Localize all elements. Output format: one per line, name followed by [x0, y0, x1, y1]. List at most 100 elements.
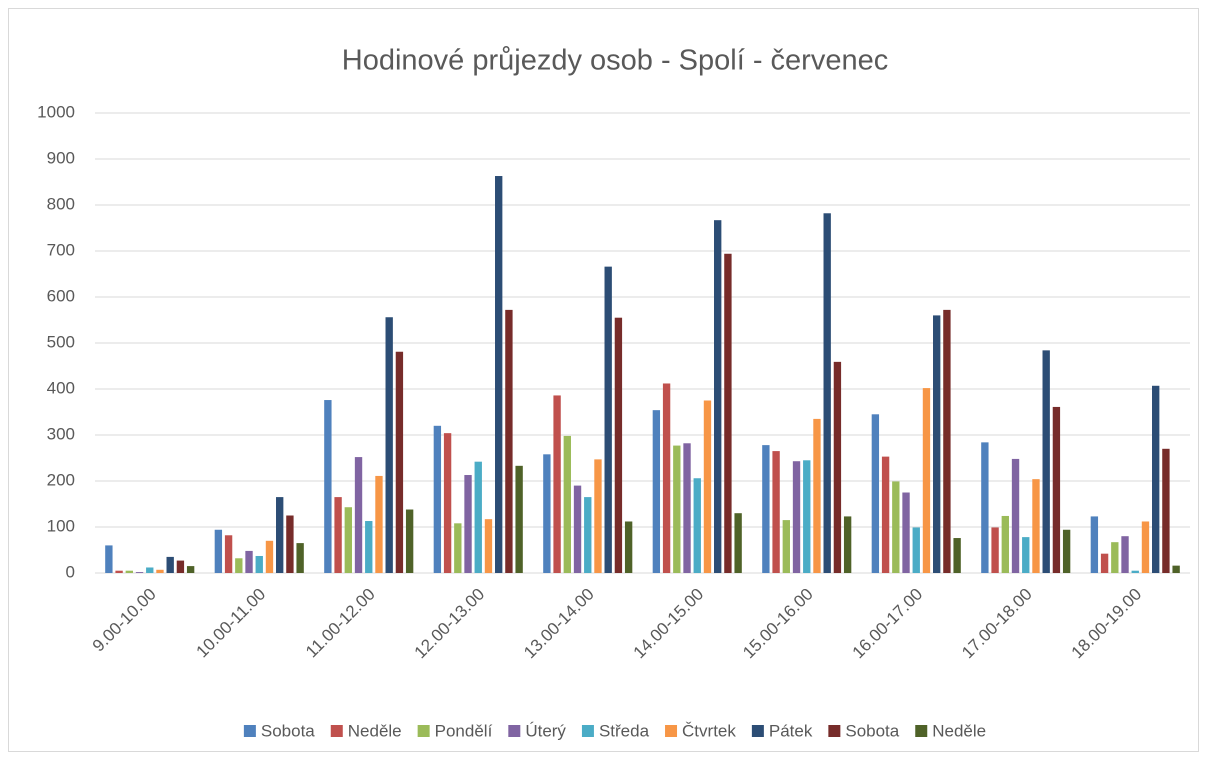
bar — [823, 213, 831, 573]
bar — [255, 555, 263, 573]
bar — [892, 481, 900, 573]
bar — [553, 395, 561, 573]
bar — [563, 435, 571, 573]
bar — [1172, 565, 1180, 573]
y-tick-label: 800 — [47, 194, 75, 213]
legend-label: Pátek — [769, 721, 813, 740]
bar — [125, 570, 133, 573]
bar — [224, 535, 233, 573]
y-tick-label: 900 — [47, 148, 75, 167]
bar — [286, 515, 294, 573]
legend-label: Sobota — [261, 721, 315, 740]
legend-label: Neděle — [932, 721, 986, 740]
bar — [933, 315, 941, 573]
bar — [464, 475, 472, 573]
bar — [1131, 570, 1139, 573]
bar — [912, 527, 920, 573]
bar — [703, 400, 712, 573]
bar — [624, 521, 633, 573]
bar — [176, 560, 185, 573]
bar — [1100, 553, 1109, 573]
bar — [782, 520, 790, 573]
bar — [813, 418, 821, 573]
bar — [991, 527, 999, 573]
bar — [1042, 350, 1050, 573]
chart-border — [8, 8, 1199, 752]
bar — [443, 433, 452, 573]
bar — [276, 497, 284, 573]
bar — [594, 459, 602, 573]
bar — [1141, 521, 1150, 573]
y-tick-label: 500 — [47, 332, 75, 351]
bar — [714, 220, 722, 573]
bar — [385, 317, 393, 573]
bar — [166, 556, 174, 573]
legend-swatch — [417, 725, 430, 737]
legend-label: Sobota — [845, 721, 899, 740]
legend-label: Čtvrtek — [682, 721, 736, 740]
bar — [803, 460, 811, 573]
bar — [833, 361, 842, 573]
bar — [245, 550, 253, 573]
chart-title: Hodinové průjezdy osob - Spolí - červene… — [342, 45, 888, 77]
bar — [734, 513, 742, 573]
bar — [484, 519, 493, 573]
y-tick-label: 400 — [47, 378, 75, 397]
y-tick-label: 0 — [66, 562, 75, 581]
bar — [105, 545, 113, 573]
bar — [505, 309, 513, 573]
legend-label: Středa — [599, 721, 650, 740]
bar — [324, 400, 332, 573]
legend-label: Úterý — [525, 721, 566, 740]
y-tick-label: 700 — [47, 240, 75, 259]
bar — [433, 425, 442, 573]
bar — [146, 567, 154, 573]
legend-swatch — [828, 725, 841, 737]
bar — [662, 383, 671, 573]
bar — [1090, 516, 1099, 573]
y-tick-label: 300 — [47, 424, 75, 443]
bar — [943, 309, 951, 573]
bar — [922, 388, 931, 573]
bar — [156, 569, 164, 573]
bar — [981, 442, 989, 573]
bar — [296, 543, 304, 573]
bar — [881, 456, 890, 573]
bar — [115, 570, 123, 573]
bar — [1011, 458, 1020, 573]
bar — [871, 414, 880, 573]
bar — [1062, 529, 1071, 573]
bar — [365, 521, 373, 573]
bar — [1152, 385, 1160, 573]
bar — [186, 566, 195, 573]
bar — [265, 540, 274, 573]
bar — [673, 445, 681, 573]
legend-swatch — [665, 725, 678, 737]
bar — [724, 253, 732, 573]
bar — [772, 451, 780, 573]
bar — [652, 410, 661, 573]
bar — [395, 351, 404, 573]
bar — [1111, 542, 1119, 573]
bar — [614, 317, 623, 573]
bar — [1162, 448, 1170, 573]
bar — [334, 497, 342, 573]
bar — [693, 478, 701, 573]
y-tick-label: 200 — [47, 470, 75, 489]
legend-swatch — [581, 725, 594, 737]
legend-swatch — [243, 725, 256, 737]
bar — [573, 485, 582, 573]
bar — [792, 461, 801, 573]
bar — [474, 461, 482, 573]
legend-swatch — [915, 725, 928, 737]
bar — [604, 266, 612, 573]
bar — [454, 523, 462, 573]
bar — [683, 443, 691, 573]
bar — [515, 465, 523, 573]
bar — [405, 509, 414, 573]
bar — [375, 475, 383, 573]
legend-swatch — [751, 725, 764, 737]
bar — [135, 572, 144, 573]
y-tick-label: 1000 — [37, 102, 75, 121]
